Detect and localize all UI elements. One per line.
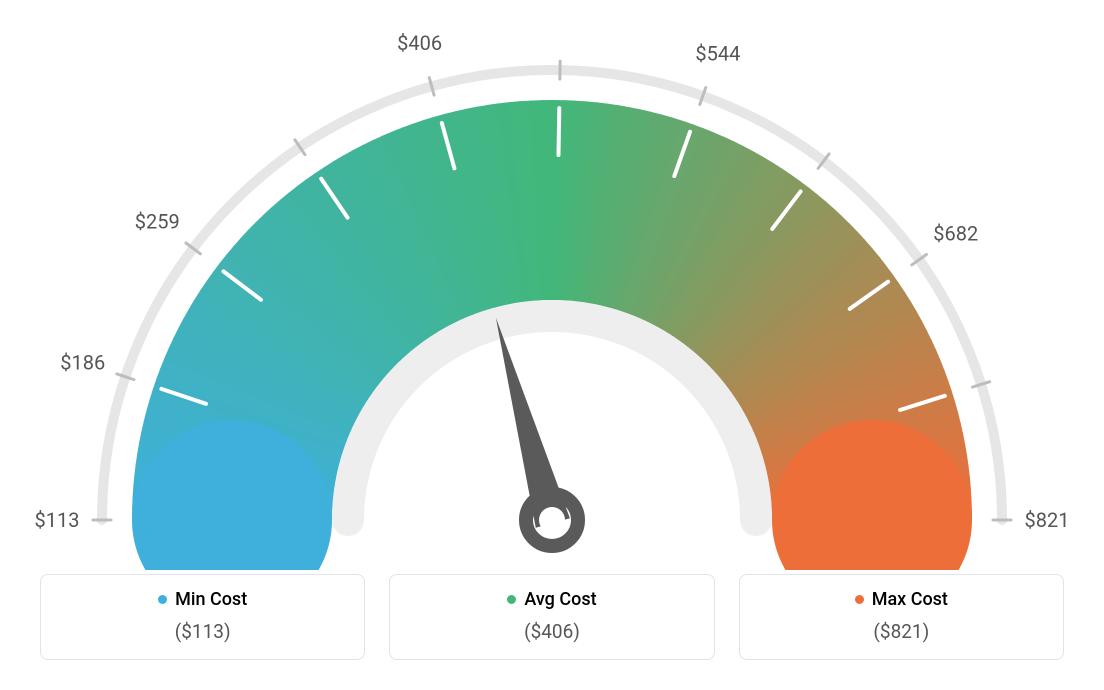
dot-max [855,595,864,604]
svg-text:$544: $544 [695,42,740,66]
legend-card-min: Min Cost ($113) [40,574,365,660]
svg-text:$113: $113 [35,508,80,532]
legend-title-avg: Avg Cost [507,589,596,610]
legend-label-min: Min Cost [175,589,247,610]
legend-value-max: ($821) [750,620,1053,643]
legend-card-max: Max Cost ($821) [739,574,1064,660]
svg-text:$821: $821 [1025,508,1070,532]
gauge-svg: $113 $186 $259 $406 $544 $682 $821 [0,0,1104,570]
svg-text:$259: $259 [135,209,180,233]
legend-value-avg: ($406) [400,620,703,643]
legend-value-min: ($113) [51,620,354,643]
dot-min [158,595,167,604]
legend-label-max: Max Cost [872,589,948,610]
legend-label-avg: Avg Cost [524,589,596,610]
legend-area: Min Cost ($113) Avg Cost ($406) Max Cost… [40,574,1064,660]
legend-title-max: Max Cost [855,589,948,610]
gauge-area: $113 $186 $259 $406 $544 $682 $821 [0,0,1104,570]
legend-card-avg: Avg Cost ($406) [389,574,714,660]
dot-avg [507,595,516,604]
svg-text:$682: $682 [933,222,978,246]
legend-title-min: Min Cost [158,589,247,610]
svg-text:$186: $186 [60,350,105,374]
cost-gauge-widget: $113 $186 $259 $406 $544 $682 $821 Min Cost ($… [0,0,1104,690]
svg-text:$406: $406 [397,31,442,55]
